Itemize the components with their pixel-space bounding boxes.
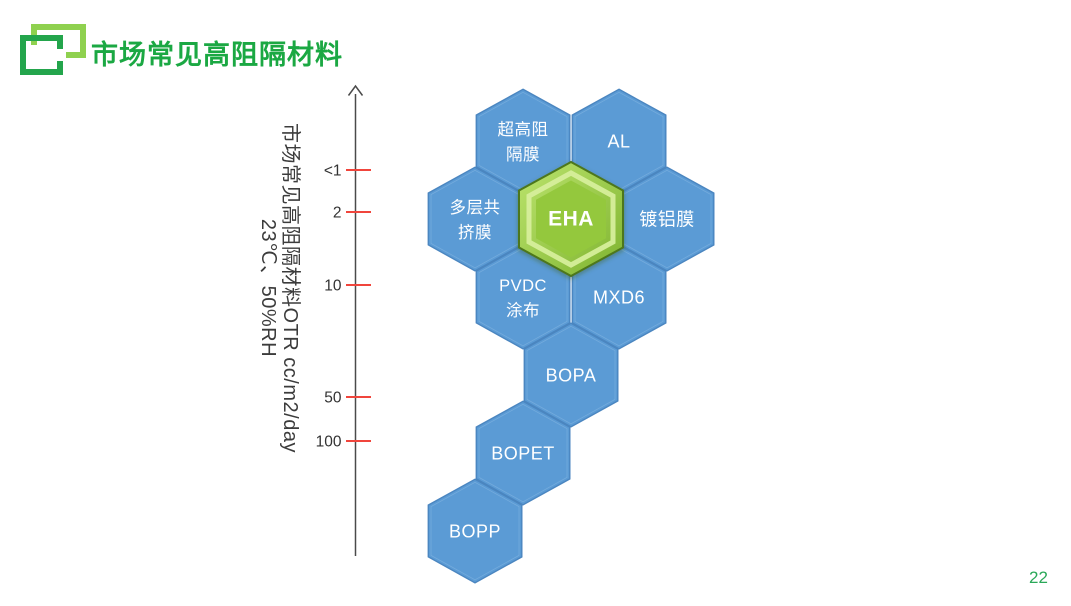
hexagon-label: EHA: [548, 208, 594, 231]
page-title: 市场常见高阻隔材料: [91, 40, 343, 70]
hexagon-label: PVDC 涂布: [499, 277, 547, 320]
hexagon-label-line: 隔膜: [506, 145, 540, 164]
hexagon-label-line: 多层共: [450, 198, 501, 217]
hexagon-bopp: BOPP: [427, 478, 523, 584]
hexagon-label-line: 镀铝膜: [639, 210, 695, 230]
hexagon-shape: [475, 400, 571, 506]
hexagon-mxd6: MXD6: [571, 244, 667, 350]
axis-tick-label: 10: [324, 278, 342, 295]
hexagon-label-line: BOPA: [546, 366, 597, 386]
hexagon-label: 多层共挤膜: [450, 198, 501, 242]
logo-dark-bracket: [20, 35, 63, 75]
hexagon-inner-panel: [536, 180, 606, 258]
hexagon-inner-edge: [430, 481, 520, 581]
hexagon-shape: [427, 478, 523, 584]
hexagon-chaogaozu-gemo: 超高阻隔膜: [475, 88, 571, 194]
hexagon-label-line: 超高阻: [498, 120, 549, 139]
hexagon-bopa: BOPA: [523, 322, 619, 428]
hexagon-label: BOPP: [449, 522, 501, 542]
hexagon-label: BOPET: [491, 444, 555, 464]
logo-icon: [20, 24, 86, 75]
hexagon-label: 超高阻隔膜: [498, 120, 549, 164]
hexagon-inner-edge: [478, 403, 568, 503]
hexagon-label-line: 涂布: [506, 301, 540, 320]
hexagon-bopet: BOPET: [475, 400, 571, 506]
hexagon-label: 镀铝膜: [639, 210, 695, 230]
otr-axis: <1 2 10 50 100: [316, 84, 371, 556]
hexagon-label-line: BOPET: [491, 444, 555, 464]
axis-tick-label: 100: [316, 434, 342, 451]
hexagon-label-line: EHA: [548, 208, 594, 231]
hexagon-highlight-band: [526, 170, 616, 268]
hexagon-label: AL: [607, 132, 630, 152]
axis-tick-label: <1: [324, 163, 342, 180]
hexagon-al: AL: [571, 88, 667, 194]
hexagon-inner-edge: [526, 325, 616, 425]
hexagon-label-line: AL: [607, 132, 630, 152]
hexagon-label-line: BOPP: [449, 522, 501, 542]
hexagon-label-line: 挤膜: [458, 223, 492, 242]
axis-arrow-up-icon: [347, 84, 364, 96]
hexagon-label-line: MXD6: [593, 288, 645, 308]
axis-tick-label: 2: [333, 205, 342, 222]
hexagon-dulvmo: 镀铝膜: [619, 166, 715, 272]
logo-light-bracket: [31, 24, 86, 58]
hexagon-label: MXD6: [593, 288, 645, 308]
hexagon-label-line: PVDC: [499, 277, 547, 295]
hexagon-pvdc-tubu: PVDC 涂布: [475, 244, 571, 350]
page-number: 22: [1029, 568, 1048, 587]
axis-tick-label: 50: [324, 390, 342, 407]
hexagon-eha: EHA: [518, 160, 624, 278]
hexagon-shape: [523, 322, 619, 428]
hexagon-label: BOPA: [546, 366, 597, 386]
